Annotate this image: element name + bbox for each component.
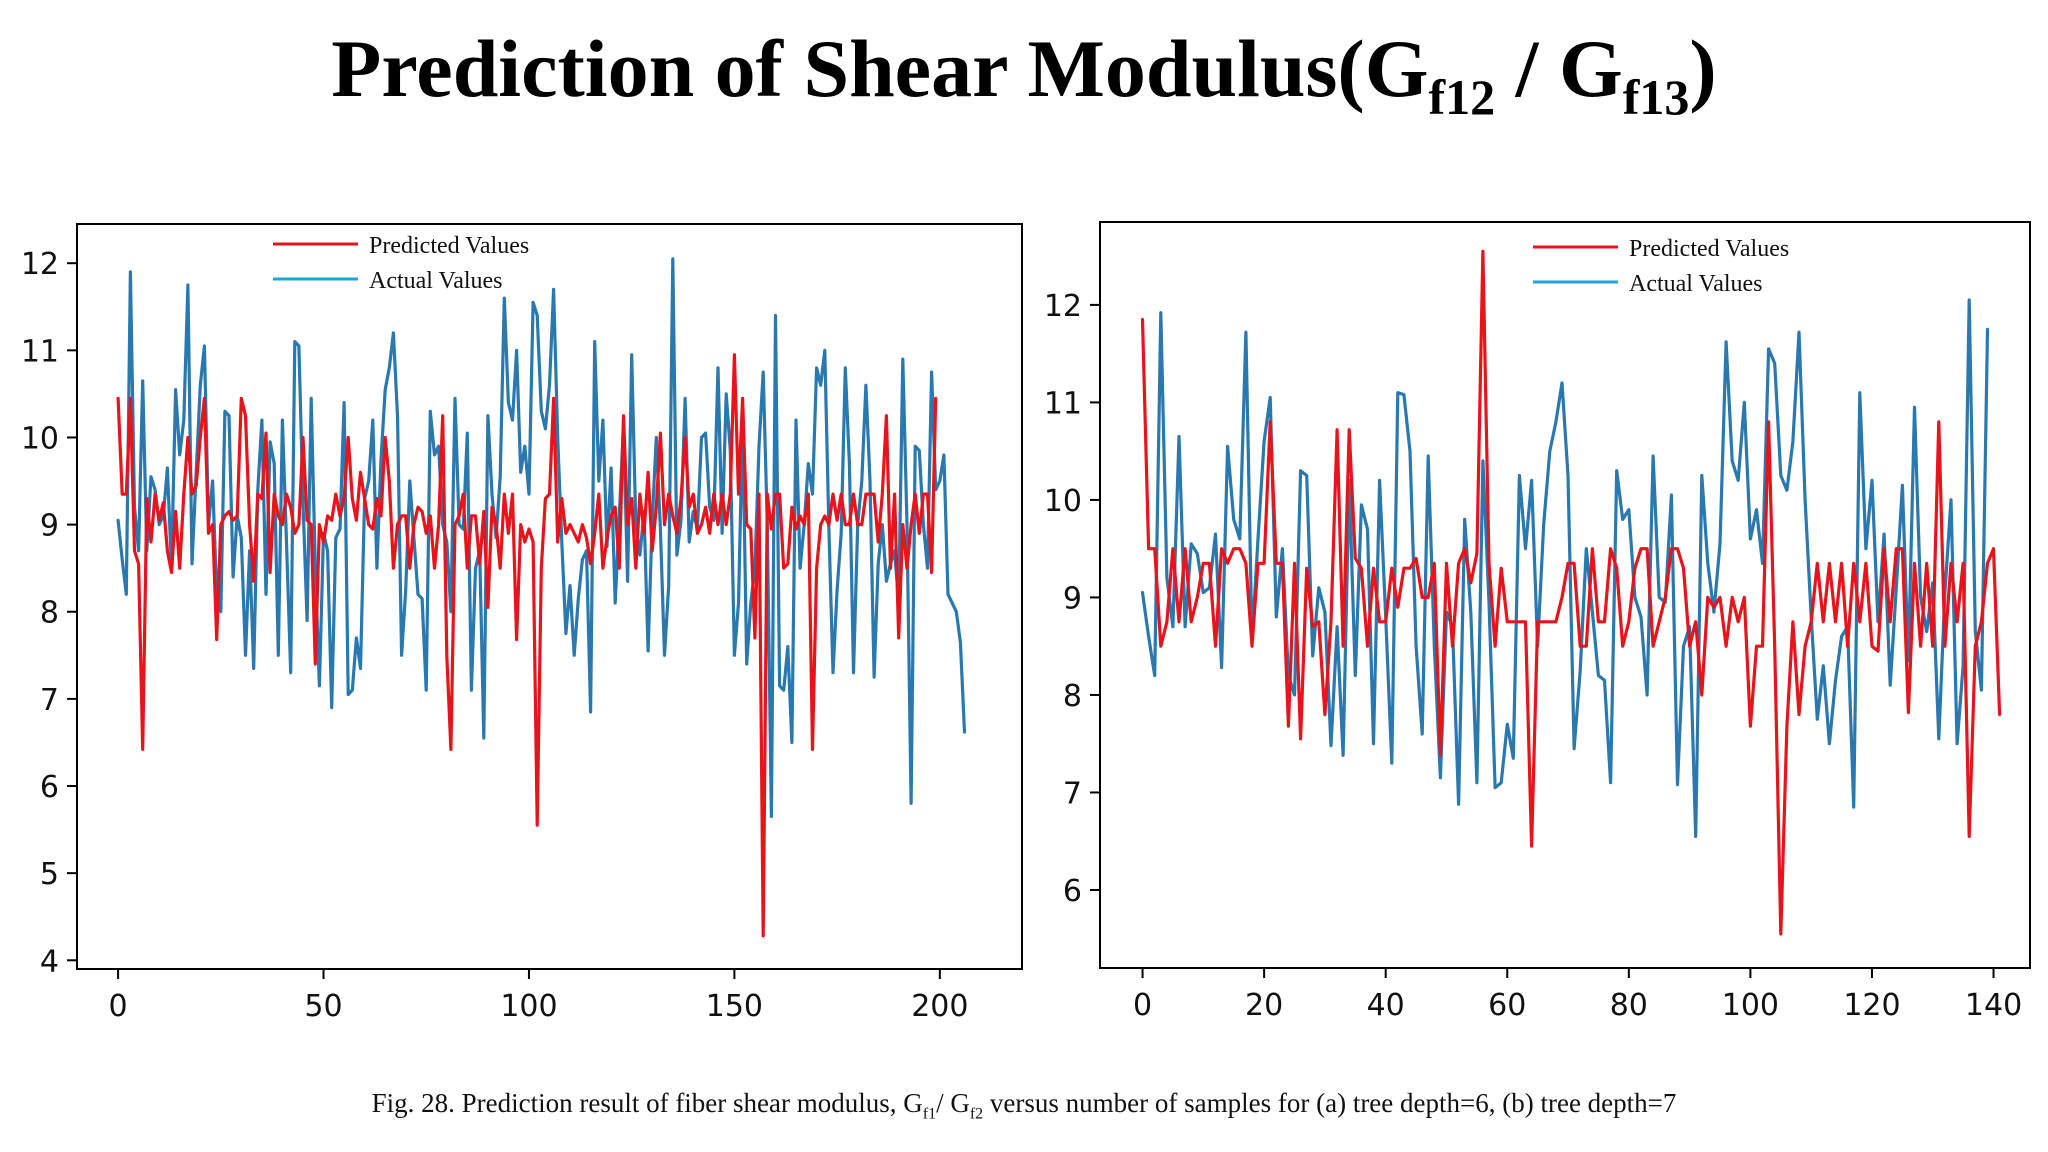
legend-label-predicted: Predicted Values (1629, 236, 1789, 262)
legend-label-predicted: Predicted Values (369, 233, 529, 259)
y-tick-label: 10 (21, 421, 59, 456)
y-tick-label: 9 (40, 509, 59, 544)
title-subscript-1: f12 (1428, 69, 1496, 125)
x-tick-label: 0 (109, 989, 128, 1024)
y-tick-label: 11 (1044, 386, 1082, 421)
legend: Predicted Values Actual Values (273, 233, 529, 294)
y-tick-label: 5 (40, 857, 59, 892)
y-tick-label: 7 (40, 683, 59, 718)
y-tick-label: 9 (1063, 581, 1082, 616)
y-tick-label: 6 (40, 770, 59, 805)
x-tick-label: 150 (706, 989, 763, 1024)
title-separator: / G (1495, 23, 1623, 114)
y-tick-label: 11 (21, 334, 59, 369)
plot-frame (76, 223, 1023, 970)
title-subscript-2: f13 (1622, 69, 1690, 125)
chart-panel-a: 0 50 100 150 200 4 5 6 7 8 9 10 11 12 Predicted Values… (21, 223, 1023, 1024)
y-tick-label: 4 (40, 944, 59, 979)
plot-frame (1099, 221, 2031, 969)
caption-sub1: f1 (922, 1105, 937, 1123)
caption-part2: / G (936, 1088, 970, 1118)
chart-panel-b: 0 20 40 60 80 100 120 140 6 7 8 9 10 11 12 Predicted Va… (1044, 221, 2031, 1023)
y-tick-label: 12 (1044, 289, 1082, 324)
x-tick-label: 60 (1488, 988, 1526, 1023)
x-tick-label: 100 (1722, 988, 1779, 1023)
y-tick-label: 8 (40, 596, 59, 631)
caption-part3: versus number of samples for (a) tree de… (983, 1088, 1677, 1118)
x-tick-label: 200 (911, 989, 968, 1024)
series-line-predicted (1140, 249, 2002, 936)
y-tick-label: 8 (1063, 679, 1082, 714)
y-tick-label: 7 (1063, 776, 1082, 811)
series-line-actual (116, 257, 967, 819)
title-end: ) (1689, 23, 1717, 114)
x-tick-label: 20 (1245, 988, 1283, 1023)
x-tick-label: 120 (1843, 988, 1900, 1023)
x-tick-label: 50 (304, 989, 342, 1024)
x-tick-label: 0 (1133, 988, 1152, 1023)
page-title: Prediction of Shear Modulus(Gf12 / Gf13) (0, 22, 2048, 126)
legend-label-actual: Actual Values (1629, 271, 1763, 297)
y-tick-label: 10 (1044, 484, 1082, 519)
x-tick-label: 40 (1367, 988, 1405, 1023)
series-line-predicted (116, 353, 938, 938)
title-main: Prediction of Shear Modulus(G (331, 23, 1429, 114)
series-line-actual (1140, 298, 1990, 839)
x-tick-label: 140 (1965, 988, 2022, 1023)
caption-part1: Fig. 28. Prediction result of fiber shea… (371, 1088, 923, 1118)
figure-caption: Fig. 28. Prediction result of fiber shea… (0, 1088, 2048, 1123)
caption-sub2: f2 (969, 1105, 984, 1123)
legend: Predicted Values Actual Values (1533, 236, 1789, 297)
x-tick-label: 80 (1610, 988, 1648, 1023)
y-tick-label: 12 (21, 247, 59, 282)
y-tick-label: 6 (1063, 874, 1082, 909)
legend-label-actual: Actual Values (369, 268, 503, 294)
x-tick-label: 100 (500, 989, 557, 1024)
